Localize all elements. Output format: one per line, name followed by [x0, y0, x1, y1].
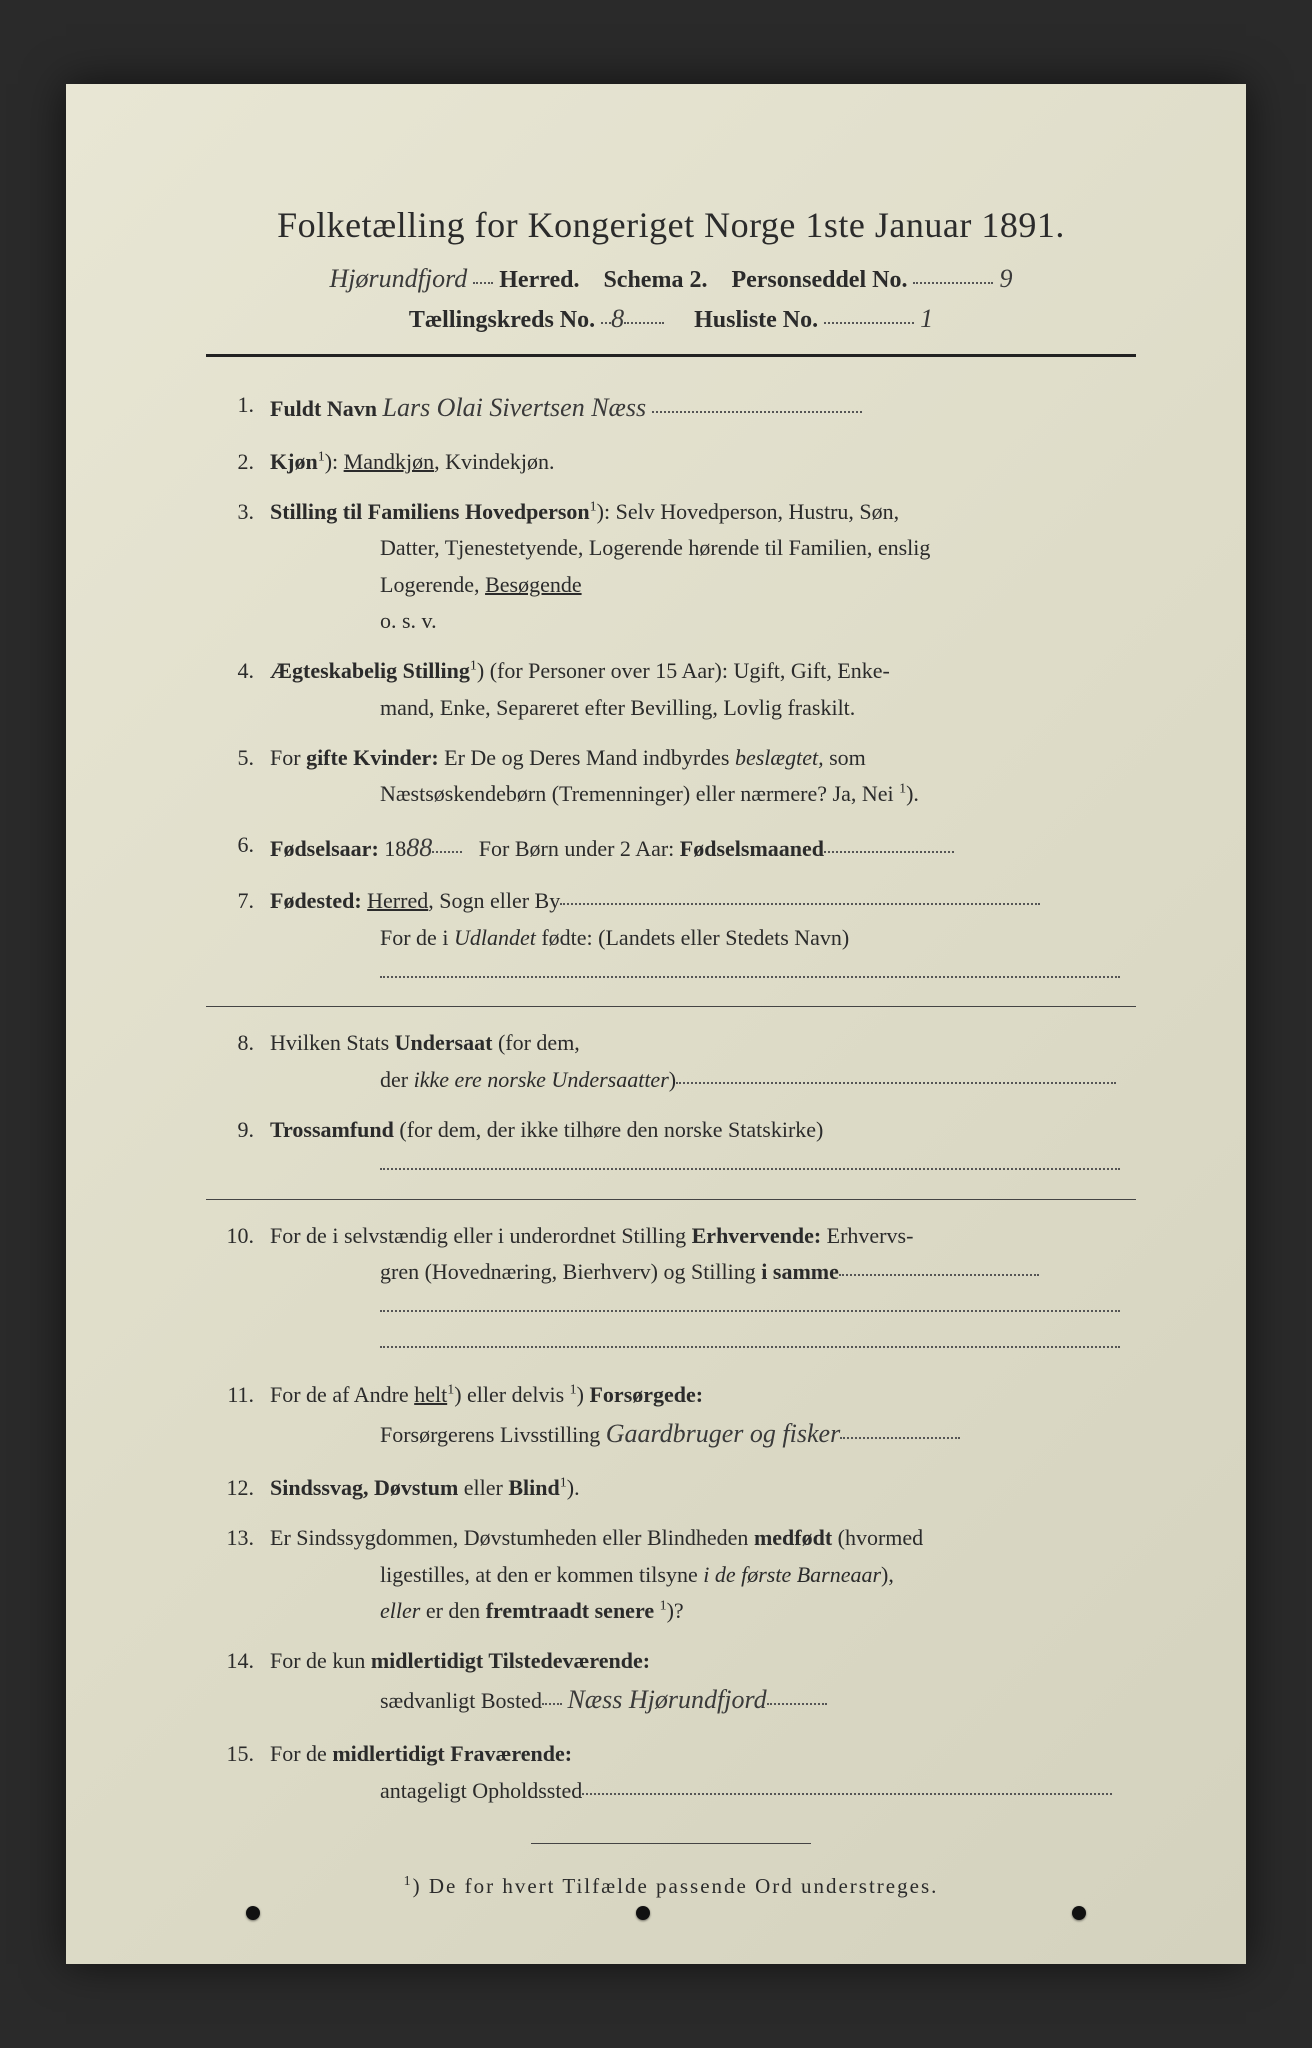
census-form-page: Folketælling for Kongeriget Norge 1ste J…: [66, 84, 1246, 1964]
husliste-no: 1: [920, 304, 933, 333]
footnote: 1) De for hvert Tilfælde passende Ord un…: [206, 1874, 1136, 1899]
subheader-line-1: Hjørundfjord Herred. Schema 2. Personsed…: [206, 264, 1136, 294]
personseddel-no: 9: [999, 264, 1012, 293]
item-10-occupation: For de i selvstændig eller i underordnet…: [206, 1218, 1136, 1363]
page-title: Folketælling for Kongeriget Norge 1ste J…: [206, 204, 1136, 246]
subheader-line-2: Tællingskreds No. 8 Husliste No. 1: [206, 304, 1136, 334]
item-7-label: Fødested:: [270, 888, 362, 913]
header-rule: [206, 354, 1136, 357]
pin-icon: [1072, 1906, 1086, 1920]
husliste-label: Husliste No.: [694, 307, 818, 333]
item-9-religion: Trossamfund (for dem, der ikke tilhøre d…: [206, 1112, 1136, 1185]
item-15-temp-absent: For de midlertidigt Fraværende: antageli…: [206, 1736, 1136, 1809]
item-2-underlined: Mandkjøn: [344, 449, 434, 474]
kreds-label: Tællingskreds No.: [409, 307, 595, 333]
item-3-label: Stilling til Familiens Hovedperson: [270, 499, 590, 524]
item-11-supported: For de af Andre helt1) eller delvis 1) F…: [206, 1377, 1136, 1456]
mid-rule-2: [206, 1199, 1136, 1200]
personseddel-label: Personseddel No.: [731, 267, 907, 293]
item-14-temp-present: For de kun midlertidigt Tilstedeværende:…: [206, 1643, 1136, 1722]
item-6-birthyear: Fødselsaar: 1888 For Børn under 2 Aar: F…: [206, 827, 1136, 870]
item-3-relation: Stilling til Familiens Hovedperson1): Se…: [206, 494, 1136, 639]
schema-label: Schema 2.: [603, 267, 707, 293]
item-13-disability-onset: Er Sindssygdommen, Døvstumheden eller Bl…: [206, 1520, 1136, 1629]
herred-label: Herred.: [499, 267, 579, 293]
form-items: Fuldt Navn Lars Olai Sivertsen Næss Kjøn…: [206, 387, 1136, 992]
herred-handwritten: Hjørundfjord: [330, 264, 468, 293]
footnote-rule: [531, 1843, 811, 1844]
item-8-citizenship: Hvilken Stats Undersaat (for dem, der ik…: [206, 1025, 1136, 1098]
item-4-label: Ægteskabelig Stilling: [270, 658, 470, 683]
item-1-label: Fuldt Navn: [270, 396, 377, 421]
kreds-no: 8: [611, 304, 624, 333]
item-14-value: Næss Hjørundfjord: [567, 1685, 766, 1714]
item-4-marital: Ægteskabelig Stilling1) (for Personer ov…: [206, 653, 1136, 726]
item-1-name: Fuldt Navn Lars Olai Sivertsen Næss: [206, 387, 1136, 430]
item-12-disability: Sindssvag, Døvstum eller Blind1).: [206, 1470, 1136, 1506]
form-items-2: Hvilken Stats Undersaat (for dem, der ik…: [206, 1025, 1136, 1184]
form-items-3: For de i selvstændig eller i underordnet…: [206, 1218, 1136, 1809]
item-7-birthplace: Fødested: Herred, Sogn eller By For de i…: [206, 883, 1136, 992]
pin-icon: [246, 1906, 260, 1920]
item-2-label: Kjøn: [270, 449, 318, 474]
item-5-married-women: For gifte Kvinder: Er De og Deres Mand i…: [206, 740, 1136, 813]
item-6-label: Fødselsaar:: [270, 836, 379, 861]
mid-rule-1: [206, 1006, 1136, 1007]
item-2-sex: Kjøn1): Mandkjøn, Kvindekjøn.: [206, 444, 1136, 480]
item-6-year: 88: [406, 833, 432, 862]
item-1-value: Lars Olai Sivertsen Næss: [382, 393, 646, 422]
item-11-value: Gaardbruger og fisker: [606, 1419, 840, 1448]
pin-icon: [636, 1906, 650, 1920]
